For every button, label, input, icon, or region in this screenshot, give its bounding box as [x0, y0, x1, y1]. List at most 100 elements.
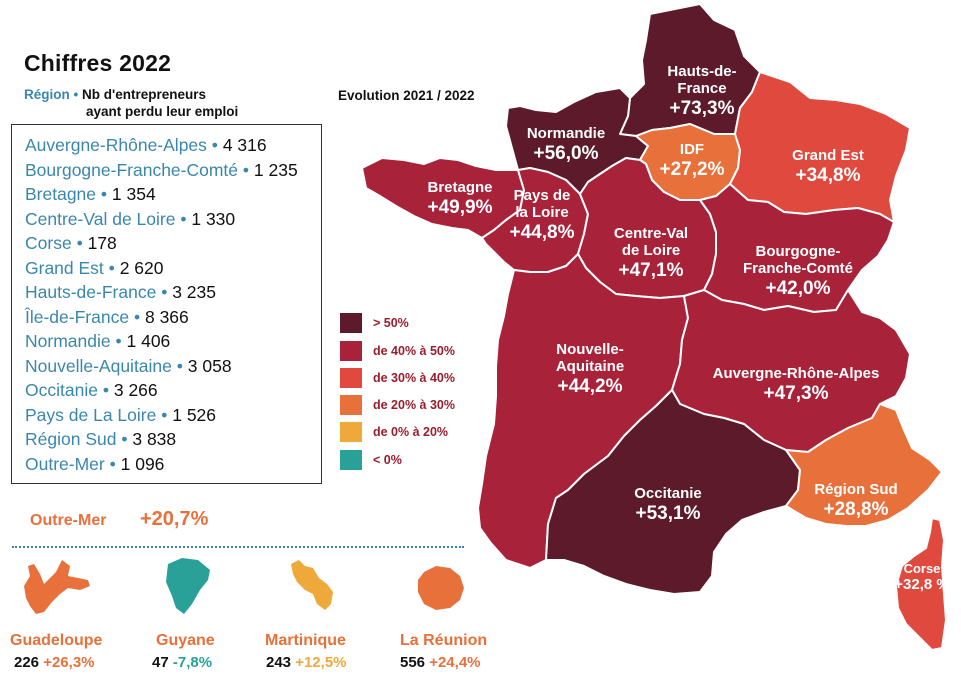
map-label-evolution: +44,8% — [509, 221, 575, 243]
list-item-separator: • — [102, 380, 109, 400]
list-item-value: 4 316 — [222, 135, 267, 155]
region-occitanie — [545, 389, 801, 595]
list-item-region: Centre-Val de Loire — [25, 208, 176, 229]
la-reunion-shape — [418, 566, 464, 610]
guadeloupe-evolution: +26,3% — [43, 654, 95, 671]
list-item: Grand Est • 2 620 — [25, 256, 321, 281]
guadeloupe-shape-path — [24, 560, 90, 614]
map-label-name: Centre-Val — [613, 225, 689, 242]
list-item-region: Corse — [25, 233, 72, 253]
region-bourgogne-franche-comte — [699, 183, 895, 313]
map-label-name: Corse — [903, 561, 941, 576]
list-item-value: 2 620 — [119, 257, 164, 278]
evolution-label: Evolution 2021 / 2022 — [338, 88, 475, 103]
list-item: Corse • 178 — [25, 231, 321, 256]
list-item-separator: • — [161, 282, 168, 302]
list-item-region: Grand Est — [25, 257, 104, 278]
list-item-separator: • — [109, 453, 116, 474]
page-title: Chiffres 2022 — [24, 50, 172, 76]
guadeloupe-shape — [24, 560, 90, 614]
la-reunion-shape-path — [418, 566, 464, 610]
guyane-shape — [166, 558, 210, 614]
la-reunion-name: La Réunion — [400, 632, 488, 649]
list-item-region: Normandie — [25, 331, 111, 351]
legend-swatch — [340, 341, 362, 361]
map-label-auvergne-rhone-alpes: Auvergne-Rhône-Alpes +47,3% — [713, 365, 880, 404]
region-list: Auvergne-Rhône-Alpes • 4 316 Bourgogne-Fr… — [11, 124, 322, 484]
martinique-shape-path — [291, 560, 333, 610]
map-label-evolution: +47,1% — [618, 259, 684, 281]
list-item-separator: • — [211, 135, 218, 155]
list-item: Centre-Val de Loire • 1 330 — [25, 207, 321, 232]
map-label-occitanie: Occitanie +53,1% — [634, 485, 702, 524]
legend-label: < 0% — [373, 453, 402, 467]
guadeloupe-stats: 226 +26,3% — [14, 654, 95, 671]
map-label-evolution: +73,3% — [669, 97, 735, 119]
map-label-name: Nouvelle- — [556, 341, 624, 358]
list-item: Hauts-de-France • 3 235 — [25, 280, 321, 305]
map-label-name: de Loire — [621, 241, 681, 259]
map-label-region-sud: Région Sud +28,8% — [814, 481, 898, 520]
list-item: Île-de-France • 8 366 — [25, 305, 321, 330]
martinique-count: 243 — [266, 654, 292, 671]
list-item-region: Hauts-de-France — [25, 282, 157, 302]
martinique-evolution: +12,5% — [295, 654, 347, 671]
map-label-name: Région Sud — [814, 481, 898, 498]
region-region-sud — [785, 403, 943, 527]
guyane-count: 47 — [152, 654, 169, 671]
map-label-pays-de-la-loire: Pays de la Loire +44,8% — [509, 187, 575, 243]
legend-label: de 20% à 30% — [373, 398, 455, 412]
legend-swatch — [340, 395, 362, 415]
list-item-region: Occitanie — [25, 380, 98, 400]
list-item-separator: • — [176, 355, 183, 376]
list-item: Normandie • 1 406 — [25, 329, 321, 354]
map-label-name: Occitanie — [634, 485, 702, 502]
list-item-separator: • — [180, 208, 187, 229]
list-item: Auvergne-Rhône-Alpes • 4 316 — [25, 133, 321, 158]
guyane-name: Guyane — [156, 632, 215, 649]
map-label-evolution: +53,1% — [635, 502, 701, 524]
outre-mer-label: Outre-Mer — [30, 512, 107, 529]
map-label-name: Bourgogne- — [755, 243, 841, 260]
map-label-name: France — [677, 79, 727, 97]
la-reunion-count: 556 — [400, 654, 426, 671]
legend-swatch — [340, 450, 362, 470]
map-label-evolution: +56,0% — [533, 142, 599, 164]
map-label-name: Franche-Comté — [742, 259, 854, 277]
header-separator: • — [73, 87, 79, 102]
list-item-value: 8 366 — [144, 306, 189, 327]
guadeloupe-count: 226 — [14, 654, 40, 671]
list-item: Occitanie • 3 266 — [25, 378, 321, 403]
count-column-label: Nb d'entrepreneurs — [82, 87, 207, 102]
map-label-evolution: +49,9% — [427, 196, 493, 218]
map-label-idf: IDF +27,2% — [659, 141, 725, 180]
list-item-value: 3 838 — [132, 429, 177, 449]
guadeloupe-name: Guadeloupe — [10, 632, 103, 649]
list-item: Bourgogne-Franche-Comté • 1 235 — [25, 158, 321, 183]
map-label-evolution: +34,8% — [795, 164, 861, 186]
list-item: Pays de La Loire • 1 526 — [25, 403, 321, 428]
martinique-name: Martinique — [265, 632, 346, 649]
map-label-name: Bretagne — [427, 179, 493, 196]
list-item-value: 178 — [87, 233, 117, 253]
list-item-region: Pays de La Loire — [25, 404, 157, 425]
map-label-evolution: +27,2% — [659, 158, 725, 180]
legend-label: > 50% — [373, 316, 409, 330]
map-label-name: Hauts-de- — [667, 63, 737, 80]
list-item-value: 1 526 — [172, 404, 217, 425]
legend-label: de 40% à 50% — [373, 344, 455, 358]
map-label-name: IDF — [679, 141, 705, 158]
guyane-shape-path — [166, 558, 210, 614]
list-item: Région Sud • 3 838 — [25, 427, 321, 452]
list-item-value: 1 235 — [253, 159, 298, 180]
map-label-evolution: +42,0% — [765, 277, 831, 299]
map-label-centre-val-de-loire: Centre-Val de Loire +47,1% — [613, 225, 689, 281]
legend-label: de 30% à 40% — [373, 371, 455, 385]
guyane-stats: 47 -7,8% — [152, 654, 212, 671]
map-label-name: la Loire — [515, 203, 569, 221]
map-label-name: Grand Est — [792, 147, 864, 164]
list-item: Bretagne • 1 354 — [25, 182, 321, 207]
map-label-name: Pays de — [513, 187, 571, 204]
count-column-label-line2: ayant perdu leur emploi — [86, 104, 239, 119]
